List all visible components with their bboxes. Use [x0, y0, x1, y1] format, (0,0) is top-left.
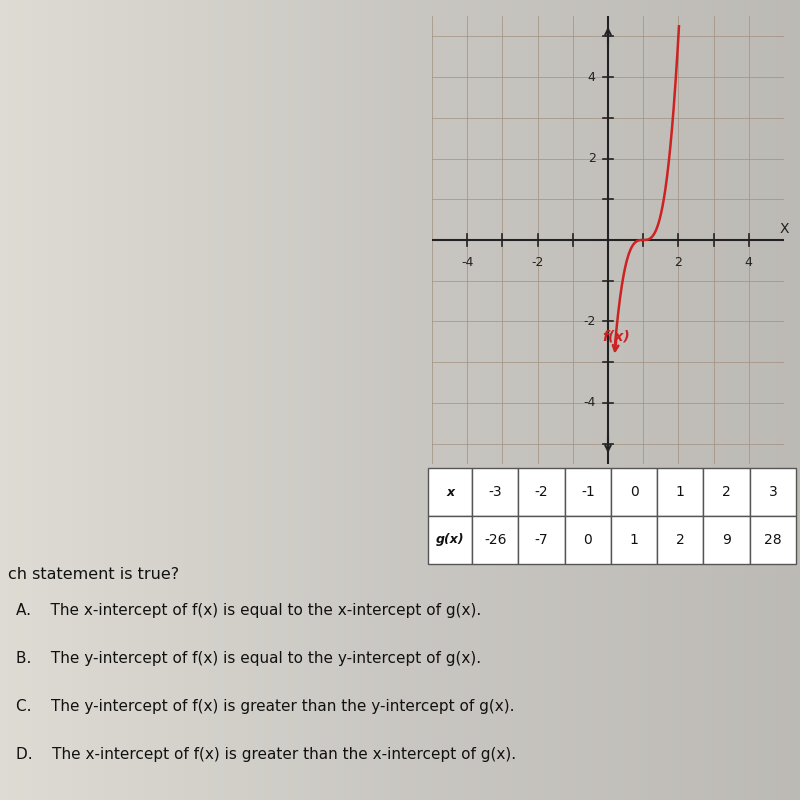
Text: 9: 9	[722, 533, 731, 547]
Text: 4: 4	[588, 70, 596, 83]
Text: 2: 2	[674, 256, 682, 270]
FancyBboxPatch shape	[658, 468, 703, 516]
FancyBboxPatch shape	[428, 516, 472, 564]
FancyBboxPatch shape	[565, 468, 611, 516]
Text: -1: -1	[581, 485, 594, 499]
FancyBboxPatch shape	[428, 468, 472, 516]
Text: -4: -4	[583, 397, 596, 410]
FancyBboxPatch shape	[611, 468, 658, 516]
Text: x: x	[446, 486, 454, 498]
Text: X: X	[779, 222, 789, 235]
Text: -7: -7	[534, 533, 548, 547]
Text: 28: 28	[764, 533, 782, 547]
Text: -2: -2	[583, 315, 596, 328]
Text: 0: 0	[630, 485, 638, 499]
Text: D.    The x-intercept of f(x) is greater than the x-intercept of g(x).: D. The x-intercept of f(x) is greater th…	[16, 747, 516, 762]
Text: C.    The y-intercept of f(x) is greater than the y-intercept of g(x).: C. The y-intercept of f(x) is greater th…	[16, 699, 514, 714]
FancyBboxPatch shape	[703, 468, 750, 516]
Text: 1: 1	[676, 485, 685, 499]
Text: B.    The y-intercept of f(x) is equal to the y-intercept of g(x).: B. The y-intercept of f(x) is equal to t…	[16, 651, 481, 666]
Text: 2: 2	[588, 152, 596, 165]
FancyBboxPatch shape	[565, 516, 611, 564]
FancyBboxPatch shape	[658, 516, 703, 564]
Text: -2: -2	[531, 256, 544, 270]
FancyBboxPatch shape	[611, 516, 658, 564]
FancyBboxPatch shape	[703, 516, 750, 564]
Text: -3: -3	[489, 485, 502, 499]
Text: 2: 2	[676, 533, 685, 547]
Text: 0: 0	[583, 533, 592, 547]
FancyBboxPatch shape	[750, 468, 796, 516]
Text: -4: -4	[461, 256, 474, 270]
Text: 3: 3	[769, 485, 778, 499]
Text: 1: 1	[630, 533, 638, 547]
FancyBboxPatch shape	[472, 516, 518, 564]
Text: 4: 4	[745, 256, 753, 270]
Text: A.    The x-intercept of f(x) is equal to the x-intercept of g(x).: A. The x-intercept of f(x) is equal to t…	[16, 603, 482, 618]
Text: -26: -26	[484, 533, 506, 547]
FancyBboxPatch shape	[518, 468, 565, 516]
FancyBboxPatch shape	[518, 516, 565, 564]
FancyBboxPatch shape	[472, 468, 518, 516]
FancyBboxPatch shape	[750, 516, 796, 564]
Text: -2: -2	[534, 485, 548, 499]
Text: f(x): f(x)	[602, 329, 630, 343]
Text: ch statement is true?: ch statement is true?	[8, 567, 179, 582]
Text: 2: 2	[722, 485, 731, 499]
Text: g(x): g(x)	[436, 534, 464, 546]
